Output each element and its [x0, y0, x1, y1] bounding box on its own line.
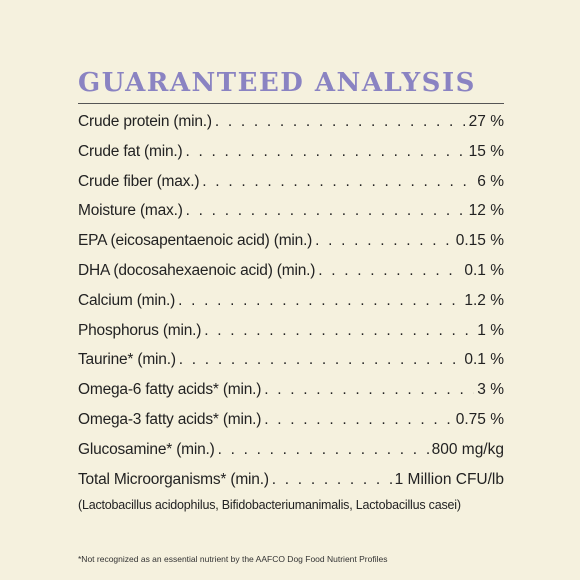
dot-leader: . . . . . . . . . . . . . . . . . . . . … [185, 202, 466, 220]
analysis-row-crude-fat: Crude fat (min.) . . . . . . . . . . . .… [78, 137, 504, 167]
analysis-row-crude-protein: Crude protein (min.) . . . . . . . . . .… [78, 107, 504, 137]
row-label: DHA (docosahexaenoic acid) (min.) [78, 261, 316, 279]
title-divider [78, 103, 504, 104]
row-value: 15 % [468, 142, 504, 160]
row-label: Taurine* (min.) [78, 351, 176, 369]
analysis-row-calcium: Calcium (min.) . . . . . . . . . . . . .… [78, 286, 504, 316]
analysis-row-omega-6: Omega-6 fatty acids* (min.) . . . . . . … [78, 375, 504, 405]
row-value: 3 % [477, 381, 504, 399]
row-label: Phosphorus (min.) [78, 321, 202, 339]
analysis-table: Crude protein (min.) . . . . . . . . . .… [78, 107, 504, 494]
page-title: GUARANTEED ANALYSIS [78, 68, 476, 98]
dot-leader: . . . . . . . . . . . . . . . . . . . . … [204, 321, 474, 339]
analysis-row-microorganisms: Total Microorganisms* (min.) . . . . . .… [78, 465, 504, 495]
analysis-row-omega-3: Omega-3 fatty acids* (min.) . . . . . . … [78, 405, 504, 435]
row-value: 1 Million CFU/lb [394, 470, 504, 488]
row-label: Moisture (max.) [78, 202, 183, 220]
dot-leader: . . . . . . . . . . . . . . . . . . . . … [178, 291, 461, 309]
row-value: 12 % [468, 202, 504, 220]
row-label: Omega-6 fatty acids* (min.) [78, 381, 262, 399]
row-label: EPA (eicosapentaenoic acid) (min.) [78, 232, 313, 250]
analysis-row-taurine: Taurine* (min.) . . . . . . . . . . . . … [78, 345, 504, 375]
row-value: 0.75 % [455, 410, 504, 428]
row-label: Omega-3 fatty acids* (min.) [78, 410, 262, 428]
analysis-row-glucosamine: Glucosamine* (min.) . . . . . . . . . . … [78, 435, 504, 465]
analysis-row-epa: EPA (eicosapentaenoic acid) (min.) . . .… [78, 226, 504, 256]
dot-leader: . . . . . . . . . . . . . . . . . . . . … [271, 470, 392, 488]
dot-leader: . . . . . . . . . . . . . . . . . . . . … [214, 113, 466, 130]
row-label: Glucosamine* (min.) [78, 440, 215, 458]
dot-leader: . . . . . . . . . . . . . . . . . . . . … [315, 232, 453, 250]
row-value: 27 % [468, 113, 504, 130]
row-label: Crude fat (min.) [78, 142, 183, 160]
analysis-row-crude-fiber: Crude fiber (max.) . . . . . . . . . . .… [78, 167, 504, 197]
dot-leader: . . . . . . . . . . . . . . . . . . . . … [185, 142, 466, 160]
row-label: Total Microorganisms* (min.) [78, 470, 269, 488]
analysis-row-moisture: Moisture (max.) . . . . . . . . . . . . … [78, 196, 504, 226]
dot-leader: . . . . . . . . . . . . . . . . . . . . … [217, 440, 429, 458]
dot-leader: . . . . . . . . . . . . . . . . . . . . … [264, 381, 474, 399]
dot-leader: . . . . . . . . . . . . . . . . . . . . … [178, 351, 462, 369]
footnote: *Not recognized as an essential nutrient… [78, 554, 388, 564]
dot-leader: . . . . . . . . . . . . . . . . . . . . … [202, 172, 474, 190]
dot-leader: . . . . . . . . . . . . . . . . . . . . … [318, 261, 461, 279]
dot-leader: . . . . . . . . . . . . . . . . . . . . … [264, 410, 453, 428]
row-value: 1 % [477, 321, 504, 339]
analysis-row-phosphorus: Phosphorus (min.) . . . . . . . . . . . … [78, 316, 504, 346]
row-label: Crude fiber (max.) [78, 172, 200, 190]
microorganism-strains: (Lactobacillus acidophilus, Bifidobacter… [78, 498, 461, 512]
row-label: Calcium (min.) [78, 291, 176, 309]
row-value: 0.1 % [464, 261, 504, 279]
row-value: 6 % [477, 172, 504, 190]
row-value: 800 mg/kg [431, 440, 504, 458]
analysis-row-dha: DHA (docosahexaenoic acid) (min.) . . . … [78, 256, 504, 286]
row-value: 1.2 % [464, 291, 504, 309]
row-value: 0.15 % [455, 232, 504, 250]
row-label: Crude protein (min.) [78, 113, 212, 130]
row-value: 0.1 % [464, 351, 504, 369]
